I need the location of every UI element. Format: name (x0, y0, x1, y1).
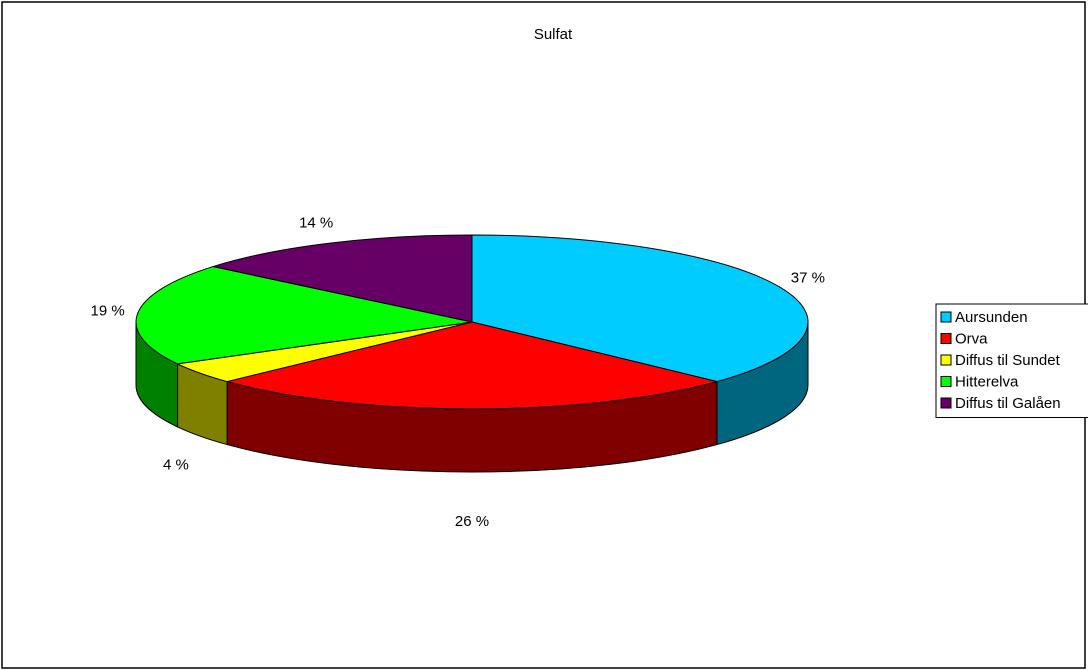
chart-title: Sulfat (534, 26, 573, 43)
slice (135, 266, 473, 365)
legend-label: Diffus til Galåen (955, 395, 1061, 412)
legend-swatch (940, 333, 952, 344)
slice (471, 234, 809, 383)
legend-swatch (940, 311, 952, 323)
legend-swatch (940, 354, 952, 366)
legend-swatch (940, 397, 952, 409)
data-label: 19 % (91, 303, 125, 320)
data-label: 26 % (455, 513, 489, 530)
slice (211, 234, 473, 323)
data-label: 37 % (791, 270, 825, 287)
legend-label: Hitterelva (955, 373, 1019, 390)
legend-label: Orva (955, 330, 988, 347)
legend-swatch (940, 376, 952, 387)
legend-label: Diffus til Sundet (955, 352, 1061, 369)
data-label: 4 % (163, 456, 189, 473)
legend-label: Aursunden (955, 309, 1028, 326)
data-label: 14 % (299, 214, 333, 231)
slice (225, 321, 719, 410)
legend-box (935, 303, 1088, 418)
